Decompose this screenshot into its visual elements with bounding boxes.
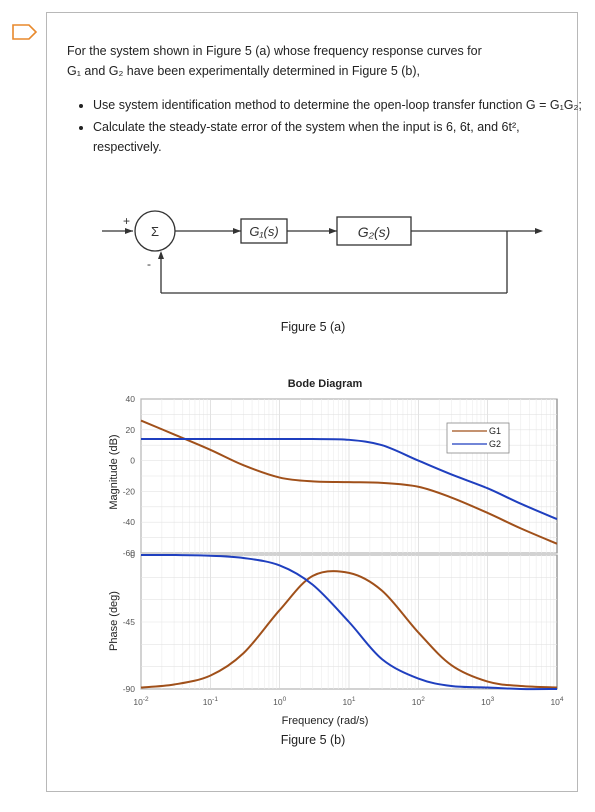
phase-curve-g2	[140, 553, 558, 691]
figure-5a-caption: Figure 5 (a)	[280, 320, 346, 334]
y-tick-label: -20	[123, 486, 136, 496]
task-list: Use system identification method to dete…	[75, 95, 583, 159]
mag-curve-g2	[141, 437, 558, 521]
minus-sign: -	[147, 257, 151, 271]
magnitude-axis-label: Magnitude (dB)	[108, 434, 120, 509]
figure-5b-caption: Figure 5 (b)	[280, 733, 346, 747]
problem-intro-line1: For the system shown in Figure 5 (a) who…	[67, 44, 482, 58]
x-tick-label: 101	[342, 696, 355, 707]
x-tick-label: 10-1	[203, 696, 219, 707]
g1-label: G₁(s)	[249, 224, 278, 239]
mag-curve-g1	[140, 419, 558, 545]
x-tick-label: 103	[481, 696, 494, 707]
problem-intro: For the system shown in Figure 5 (a) who…	[67, 41, 567, 81]
y-tick-label: -45	[123, 617, 136, 627]
question-card: For the system shown in Figure 5 (a) who…	[46, 12, 582, 792]
x-tick-label: 102	[412, 696, 425, 707]
bode-title: Bode Diagram	[288, 378, 363, 390]
block-diagram: + - Σ G₁(s) G₂(s)	[102, 210, 543, 294]
tag-outline-icon	[12, 24, 38, 40]
task-item: Calculate the steady-state error of the …	[93, 117, 583, 157]
y-tick-label: 20	[126, 425, 136, 435]
y-tick-label: 0	[130, 456, 135, 466]
legend: G1 G2	[446, 422, 510, 454]
legend-label-g1: G1	[489, 426, 501, 436]
problem-intro-line2: G₁ and G₂ have been experimentally deter…	[67, 64, 421, 78]
legend-label-g2: G2	[489, 439, 501, 449]
y-tick-label: -60	[123, 548, 136, 558]
plus-sign: +	[123, 214, 130, 228]
x-tick-label: 104	[550, 696, 563, 707]
y-tick-label: -90	[123, 684, 136, 694]
phase-axis-label: Phase (deg)	[108, 591, 120, 651]
x-tick-label: 10-2	[133, 696, 149, 707]
frequency-axis-label: Frequency (rad/s)	[282, 715, 369, 727]
y-tick-label: 0	[130, 550, 135, 560]
g2-label: G₂(s)	[358, 224, 391, 240]
phase-curve-g1	[140, 570, 558, 689]
task-item: Use system identification method to dete…	[93, 95, 583, 115]
sigma-symbol: Σ	[151, 224, 159, 239]
y-tick-label: -40	[123, 517, 136, 527]
x-tick-label: 100	[273, 696, 286, 707]
y-tick-label: 40	[126, 394, 136, 404]
bode-diagram: Bode Diagram 40 20 0 -20 -40 -60 0 -45 -90 10-2…	[108, 378, 564, 727]
